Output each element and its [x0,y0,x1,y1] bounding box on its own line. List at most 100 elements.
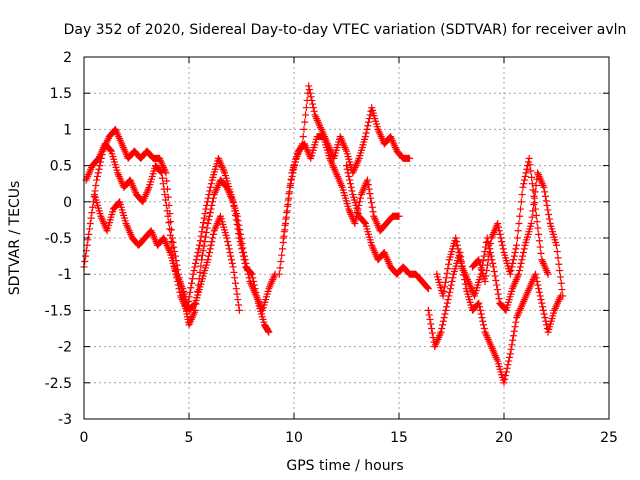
data-point [490,267,498,275]
data-point [233,212,241,220]
data-point [93,176,101,184]
data-point [445,260,453,268]
data-point [516,263,524,271]
data-point [86,225,94,233]
data-point [535,285,543,293]
data-point [493,286,501,294]
data-point [528,173,536,181]
data-point [557,279,565,287]
data-point [239,244,247,252]
y-tick-label: -1 [58,267,72,283]
data-point [535,288,543,296]
data-point [207,180,215,188]
data-point [480,252,488,260]
data-point [482,272,490,280]
data-point [493,281,501,289]
data-point [406,154,413,162]
data-point [232,285,240,293]
data-point [535,237,543,245]
data-point [541,188,549,196]
data-point [302,104,310,112]
data-point [230,268,238,276]
data-point [276,264,284,272]
data-point [507,345,515,353]
data-point [301,118,309,126]
data-point [506,350,514,358]
data-point [308,96,316,104]
data-point [309,100,317,108]
data-point [300,125,308,133]
data-point [519,252,527,260]
data-point [279,239,287,247]
data-point [95,165,103,173]
data-point [515,220,523,228]
data-point [365,118,373,126]
data-point [233,290,241,298]
data-point [205,191,213,199]
data-point [190,267,198,275]
data-point [280,232,288,240]
data-point [505,357,513,365]
data-point [205,248,213,256]
data-point [538,299,546,307]
data-point [532,182,540,190]
data-point [209,234,217,242]
data-point [351,220,359,228]
data-point [275,270,283,278]
data-point [425,311,433,319]
data-point [532,270,539,278]
data-point [169,239,177,247]
data-point [446,288,454,296]
data-point [194,248,202,256]
data-point [227,252,235,260]
data-point [161,191,169,199]
y-axis-label: SDTVAR / TECUs [7,181,23,296]
y-tick-label: -2.5 [45,376,72,392]
data-point [356,194,364,202]
data-point [81,258,89,266]
data-point [361,219,369,227]
data-point [438,325,446,332]
data-points [80,82,567,387]
data-point [162,201,170,209]
data-point [456,252,464,260]
data-point [487,239,495,247]
data-point [347,183,355,191]
data-point [530,201,538,209]
data-point [202,229,210,237]
data-point [483,267,491,275]
data-point [235,221,243,229]
data-point [305,86,313,94]
data-point [282,213,290,221]
data-point [528,180,536,188]
data-point [442,306,450,314]
data-point [457,259,465,267]
data-point [242,259,250,267]
data-point [206,245,214,253]
data-point [555,260,563,268]
data-point [545,210,553,218]
data-point [158,169,166,177]
y-tick-label: 1.5 [50,86,72,102]
data-point [201,238,209,246]
data-point [515,270,523,278]
data-point [162,196,170,204]
data-point [556,267,564,275]
data-point [86,220,94,228]
data-point [82,252,90,260]
data-point [504,361,512,369]
data-point [439,317,447,325]
data-point [478,314,486,322]
data-point [196,237,204,245]
data-point [449,274,457,282]
data-point [191,306,199,314]
data-point [204,256,212,264]
data-point [441,278,449,286]
data-point [83,241,91,249]
series-satellite-track-6 [343,162,432,293]
data-point [208,238,216,246]
data-point [188,275,196,283]
data-point [96,162,104,170]
data-point [193,252,201,260]
data-point [356,198,364,206]
